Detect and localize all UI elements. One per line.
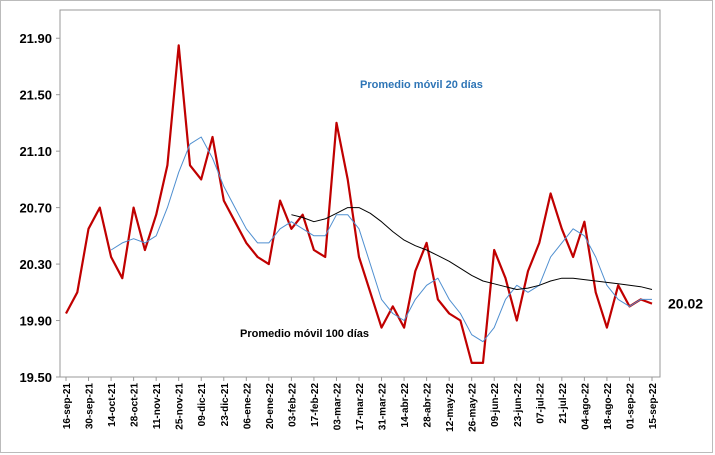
annotation: Promedio móvil 20 días	[360, 79, 483, 91]
x-tick-label: 07-jul-22	[535, 383, 546, 424]
x-tick-label: 30-sep-21	[85, 383, 96, 430]
series-line	[110, 136, 652, 343]
y-tick-label: 19.90	[19, 314, 52, 329]
x-tick-label: 25-nov-21	[175, 383, 186, 430]
x-tick-label: 28-oct-21	[130, 383, 141, 427]
x-tick-label: 03-feb-22	[287, 383, 298, 427]
x-tick-label: 09-jun-22	[490, 383, 501, 427]
x-tick-label: 31-mar-22	[378, 383, 389, 431]
x-tick-label: 21-jul-22	[558, 383, 569, 424]
x-tick-label: 23-jun-22	[513, 383, 524, 427]
y-tick-label: 20.30	[19, 257, 52, 272]
y-tick-label: 19.50	[19, 370, 52, 385]
value-label: 20.02	[668, 296, 703, 312]
y-tick-label: 21.50	[19, 88, 52, 103]
series-line	[65, 44, 653, 364]
x-tick-label: 14-abr-22	[400, 383, 411, 428]
x-tick-label: 28-abr-22	[423, 383, 434, 428]
x-tick-label: 09-dic-21	[197, 383, 208, 427]
series-line	[291, 207, 653, 290]
x-tick-label: 20-ene-22	[265, 383, 276, 430]
x-tick-label: 26-may-22	[468, 383, 479, 432]
x-tick-label: 03-mar-22	[332, 383, 343, 431]
x-tick-label: 12-may-22	[445, 383, 456, 432]
y-tick-label: 21.10	[19, 144, 52, 159]
x-tick-label: 04-ago-22	[580, 383, 591, 430]
x-tick-label: 11-nov-21	[152, 383, 163, 430]
x-tick-label: 16-sep-21	[62, 383, 73, 430]
x-tick-label: 18-ago-22	[603, 383, 614, 430]
x-tick-label: 17-mar-22	[355, 383, 366, 431]
x-tick-label: 14-oct-21	[107, 383, 118, 427]
x-tick-label: 17-feb-22	[310, 383, 321, 427]
y-tick-label: 20.70	[19, 201, 52, 216]
annotation: Promedio móvil 100 días	[240, 328, 369, 340]
y-tick-label: 21.90	[19, 31, 52, 46]
plot-frame	[59, 9, 661, 378]
x-tick-label: 06-ene-22	[242, 383, 253, 430]
x-tick-label: 01-sep-22	[625, 383, 636, 430]
x-tick-label: 23-dic-21	[220, 383, 231, 427]
x-tick-label: 15-sep-22	[648, 383, 659, 430]
